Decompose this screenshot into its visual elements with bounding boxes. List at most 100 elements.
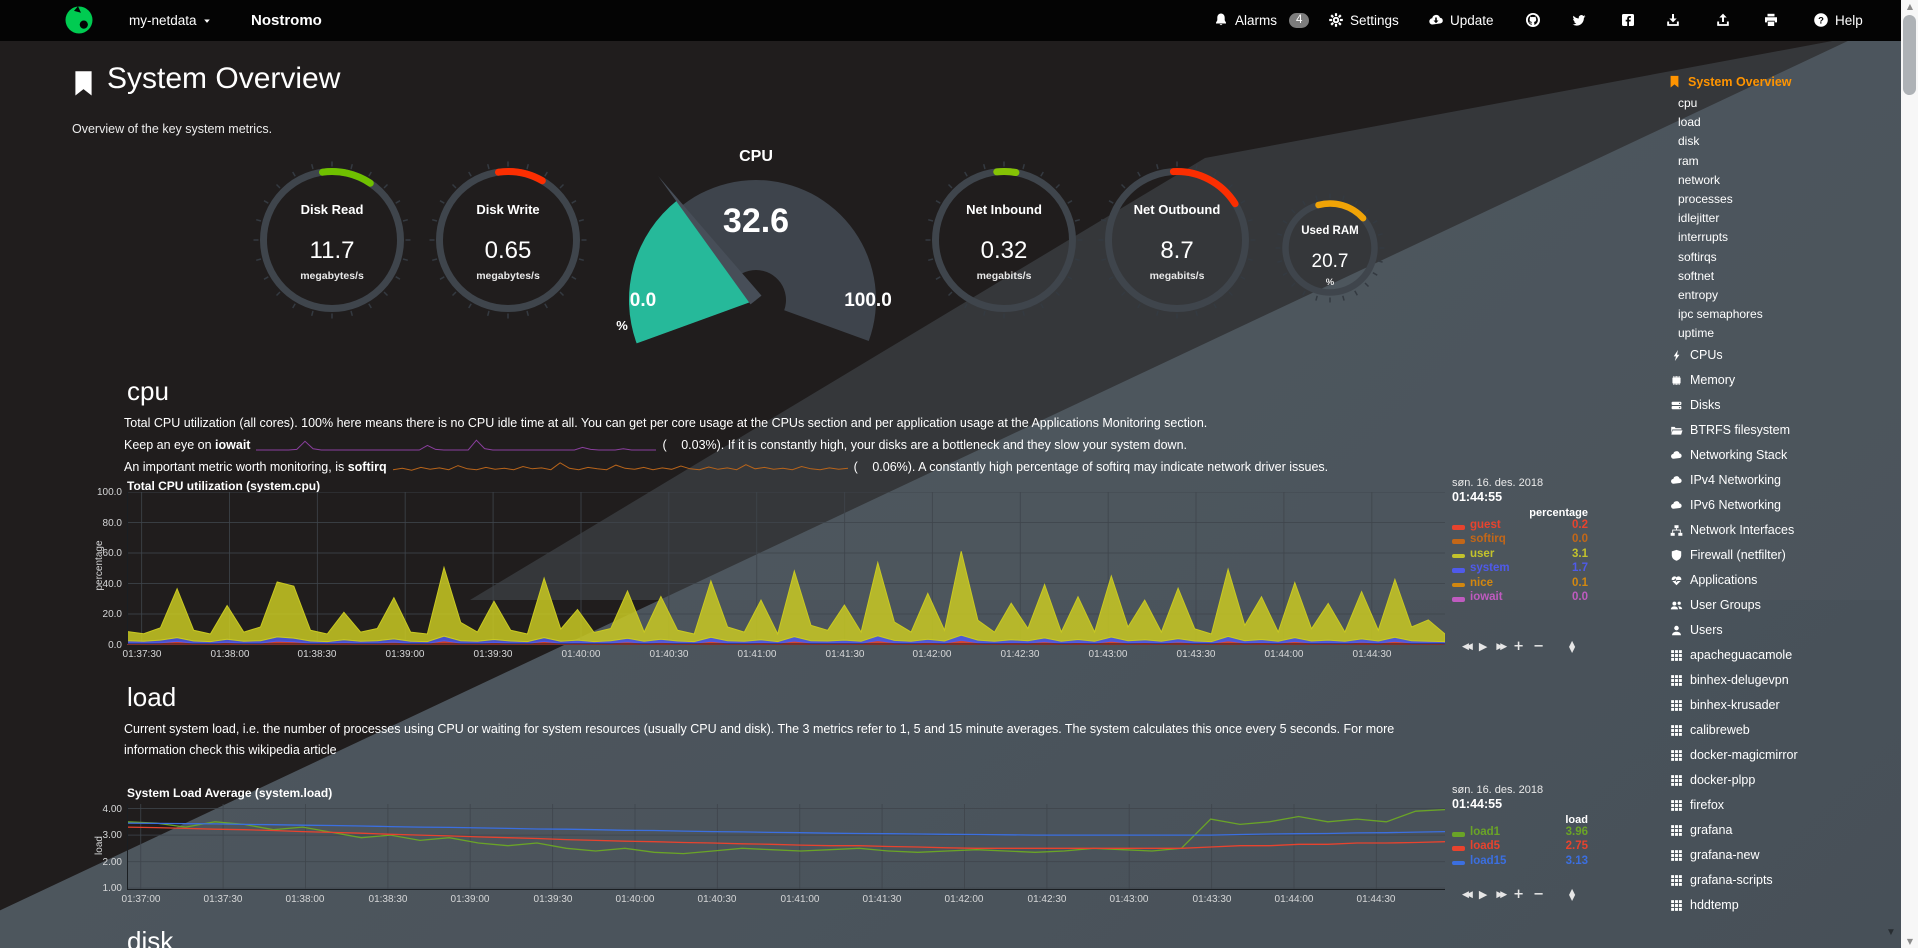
nav-item-alarms[interactable]: Alarms 4 <box>1213 12 1310 28</box>
sidebar-item-network-interfaces[interactable]: Network Interfaces <box>1670 523 1794 537</box>
cpu-gauge[interactable] <box>576 160 936 356</box>
sidebar-item-applications[interactable]: Applications <box>1670 573 1757 587</box>
grid-icon <box>1670 699 1683 712</box>
sidebar-item-docker-plpp[interactable]: docker-plpp <box>1670 773 1755 787</box>
nav-item-update[interactable]: Update <box>1428 12 1494 28</box>
netdata-host-menu[interactable]: my-netdata <box>129 13 212 28</box>
sidebar-subitem-disk[interactable]: disk <box>1678 134 1700 149</box>
gauge-disk-write[interactable] <box>423 155 593 325</box>
sidebar-item-grafana-new[interactable]: grafana-new <box>1670 848 1760 862</box>
sidebar-subitem-network[interactable]: network <box>1678 172 1721 187</box>
paren-open: ( <box>853 460 858 474</box>
sidebar-item-docker-magicmirror[interactable]: docker-magicmirror <box>1670 748 1798 762</box>
pan-backward-icon[interactable]: ◀◀ <box>1462 889 1473 900</box>
pan-forward-icon[interactable]: ▶▶ <box>1496 641 1507 652</box>
zoom-in-icon[interactable]: + <box>1513 887 1525 902</box>
cpu-gauge-title: CPU <box>739 148 773 165</box>
scrollbar-track[interactable] <box>1901 0 1918 948</box>
sidebar-item-system-overview[interactable]: System Overview <box>1668 74 1792 89</box>
sidebar-subitem-processes[interactable]: processes <box>1678 192 1733 206</box>
zoom-out-icon[interactable]: − <box>1533 887 1544 902</box>
sidebar-item-btrfs-filesystem[interactable]: BTRFS filesystem <box>1670 423 1790 437</box>
sidebar-more-below-icon[interactable]: ▼ <box>1886 927 1896 938</box>
sidebar-subitem-idlejitter[interactable]: idlejitter <box>1678 211 1720 226</box>
scrollbar-down-icon[interactable]: ▼ <box>1906 937 1914 946</box>
sidebar-subitem-load[interactable]: load <box>1678 115 1701 130</box>
sidebar-item-ipv6-networking[interactable]: IPv6 Networking <box>1670 498 1781 512</box>
sidebar-item-calibreweb[interactable]: calibreweb <box>1670 723 1750 737</box>
nav-item-import-snapshot[interactable] <box>1715 12 1731 28</box>
pan-forward-icon[interactable]: ▶▶ <box>1496 889 1507 900</box>
legend-swatch-load5[interactable] <box>1452 846 1465 851</box>
nav-item-settings[interactable]: Settings <box>1328 12 1399 28</box>
scrollbar-thumb[interactable] <box>1903 15 1916 95</box>
legend-name-guest[interactable]: guest <box>1470 519 1501 531</box>
legend-name-load5[interactable]: load5 <box>1470 840 1501 853</box>
sidebar-item-hddtemp[interactable]: hddtemp <box>1670 898 1739 912</box>
sidebar-item-disks[interactable]: Disks <box>1670 398 1721 412</box>
legend-name-softirq[interactable]: softirq <box>1470 533 1506 546</box>
softirq-sparkline[interactable] <box>392 459 848 476</box>
legend-swatch-system[interactable] <box>1452 568 1465 573</box>
sidebar-item-firefox[interactable]: firefox <box>1670 798 1724 812</box>
sidebar-item-user-groups[interactable]: User Groups <box>1670 598 1761 612</box>
legend-name-system[interactable]: system <box>1470 562 1510 575</box>
nav-item-facebook[interactable] <box>1620 12 1636 28</box>
system-load-chart[interactable] <box>126 804 1446 891</box>
play-icon[interactable]: ▶ <box>1478 888 1488 901</box>
cpu-description-line3: An important metric worth monitoring, is… <box>124 459 1328 476</box>
sidebar-item-cpus[interactable]: CPUs <box>1670 348 1723 362</box>
resize-icon[interactable]: ▲ ▼ <box>1568 887 1576 902</box>
scrollbar-up-icon[interactable]: ▲ <box>1906 2 1914 11</box>
legend-swatch-load15[interactable] <box>1452 860 1465 866</box>
play-icon[interactable]: ▶ <box>1478 640 1488 653</box>
iowait-sparkline[interactable] <box>256 437 657 454</box>
legend-swatch-user[interactable] <box>1452 553 1465 559</box>
nav-item-help[interactable]: ? Help <box>1813 12 1863 28</box>
zoom-out-icon[interactable]: − <box>1533 639 1544 654</box>
legend-swatch-load1[interactable] <box>1452 832 1465 837</box>
gauge-disk-read[interactable] <box>247 155 417 325</box>
netdata-logo[interactable] <box>64 5 94 35</box>
sidebar-item-users[interactable]: Users <box>1670 623 1723 637</box>
gauge-used-ram[interactable] <box>1270 188 1390 308</box>
sidebar-item-apacheguacamole[interactable]: apacheguacamole <box>1670 648 1792 662</box>
sidebar-subitem-uptime[interactable]: uptime <box>1678 326 1715 341</box>
legend-swatch-iowait[interactable] <box>1452 597 1465 602</box>
nav-item-github[interactable] <box>1525 12 1541 28</box>
sidebar-item-ipv4-networking[interactable]: IPv4 Networking <box>1670 473 1781 487</box>
legend-name-load15[interactable]: load15 <box>1470 854 1507 867</box>
sidebar-item-grafana-scripts[interactable]: grafana-scripts <box>1670 873 1773 887</box>
resize-icon[interactable]: ▲ ▼ <box>1568 639 1576 654</box>
gauge-net-inbound[interactable] <box>919 155 1089 325</box>
legend-swatch-guest[interactable] <box>1452 525 1465 530</box>
sidebar-item-binhex-krusader[interactable]: binhex-krusader <box>1670 698 1780 712</box>
zoom-in-icon[interactable]: + <box>1513 639 1525 654</box>
sidebar-item-firewall-netfilter-[interactable]: Firewall (netfilter) <box>1670 548 1786 562</box>
nav-item-twitter[interactable] <box>1571 12 1587 28</box>
system-cpu-chart[interactable] <box>126 491 1446 646</box>
sidebar-item-grafana[interactable]: grafana <box>1670 823 1732 837</box>
legend-name-nice[interactable]: nice <box>1470 576 1494 589</box>
sidebar-subitem-cpu[interactable]: cpu <box>1678 96 1698 110</box>
sidebar-item-networking-stack[interactable]: Networking Stack <box>1670 448 1787 462</box>
legend-swatch-softirq[interactable] <box>1452 539 1465 544</box>
sidebar-subitem-entropy[interactable]: entropy <box>1678 288 1719 302</box>
legend-name-load1[interactable]: load1 <box>1470 826 1501 838</box>
nav-item-print[interactable] <box>1763 12 1779 28</box>
sidebar-item-memory[interactable]: Memory <box>1670 373 1735 387</box>
pan-backward-icon[interactable]: ◀◀ <box>1462 641 1473 652</box>
sidebar-subitem-softnet[interactable]: softnet <box>1678 268 1715 283</box>
sidebar-item-binhex-delugevpn[interactable]: binhex-delugevpn <box>1670 673 1789 687</box>
nav-item-export-snapshot[interactable] <box>1665 12 1681 28</box>
legend-name-iowait[interactable]: iowait <box>1470 591 1503 603</box>
gauge-net-outbound[interactable] <box>1092 155 1262 325</box>
sidebar-subitem-interrupts[interactable]: interrupts <box>1678 230 1729 245</box>
x-tick-label: 01:43:00 <box>1088 649 1128 660</box>
legend-swatch-nice[interactable] <box>1452 582 1465 588</box>
sidebar-item-label: Disks <box>1690 398 1721 412</box>
legend-name-user[interactable]: user <box>1470 547 1495 560</box>
sidebar-subitem-ram[interactable]: ram <box>1678 153 1699 168</box>
sidebar-subitem-softirqs[interactable]: softirqs <box>1678 249 1717 264</box>
sidebar-subitem-ipc-semaphores[interactable]: ipc semaphores <box>1678 307 1763 322</box>
